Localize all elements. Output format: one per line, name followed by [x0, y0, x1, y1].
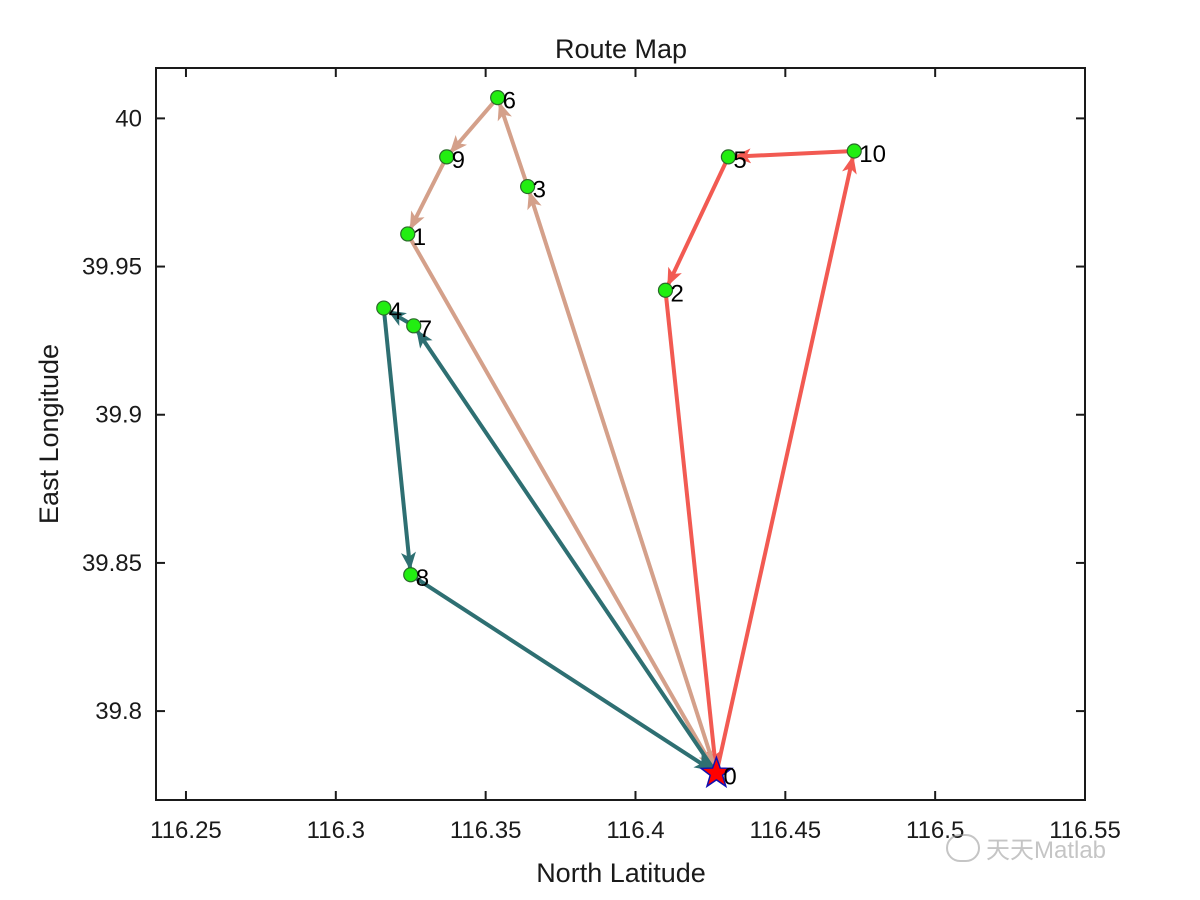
x-tick-label: 116.55 [1049, 817, 1121, 844]
node-label: 4 [389, 298, 402, 325]
customer-node [439, 149, 455, 165]
route-segment [408, 156, 449, 230]
wechat-icon [946, 834, 980, 862]
routes-layer [381, 96, 857, 775]
y-tick-label: 39.8 [95, 698, 142, 725]
customer-node [403, 567, 419, 583]
customer-node [846, 143, 862, 159]
route-segment [409, 573, 713, 772]
node-label: 10 [859, 141, 886, 168]
customer-node [376, 300, 392, 316]
y-axis-title: East Longitude [34, 344, 64, 524]
route-segment [663, 290, 722, 769]
node-label: 2 [670, 280, 683, 307]
x-tick-label: 116.35 [450, 817, 522, 844]
node-label: 3 [533, 177, 546, 204]
nodes-layer: 1 2 3 4 5 6 7 8 9 10 0 [376, 88, 886, 790]
node-label: 8 [416, 565, 429, 592]
route-segment [527, 190, 719, 774]
customer-node [400, 226, 416, 242]
customer-node [519, 178, 536, 195]
route-segment [449, 96, 500, 154]
x-tick-label: 116.25 [150, 817, 222, 844]
y-tick-label: 40 [115, 105, 142, 132]
customer-node [406, 318, 422, 334]
route-segment [381, 307, 416, 571]
customer-node [657, 282, 674, 298]
route-segment [405, 232, 716, 770]
node-label: 1 [413, 224, 426, 251]
depot-label: 0 [723, 763, 736, 790]
customer-node [490, 90, 506, 106]
y-tick-label: 39.95 [82, 254, 142, 281]
node-label: 6 [503, 88, 516, 115]
route-segment [732, 148, 855, 164]
watermark-text: 天天Matlab [986, 837, 1107, 864]
watermark: 天天Matlab [946, 830, 1106, 865]
y-tick-label: 39.9 [95, 402, 142, 429]
node-label: 5 [733, 147, 746, 174]
x-axis-title: North Latitude [536, 858, 706, 888]
x-tick-label: 116.3 [307, 817, 365, 844]
x-tick-label: 116.4 [606, 817, 664, 844]
route-segment [497, 101, 530, 188]
customer-node [720, 149, 736, 165]
route-segment [666, 156, 731, 287]
node-label: 7 [419, 316, 432, 343]
plot-frame [155, 67, 1086, 801]
route-segment [415, 329, 719, 775]
route-segment [714, 155, 857, 774]
chart-title: Route Map [555, 34, 687, 64]
y-tick-label: 39.85 [82, 550, 142, 577]
x-tick-label: 116.45 [750, 817, 822, 844]
ticks-layer: 116.25 116.3 116.35 116.4 116.45 116.5 116.553… [82, 68, 1121, 844]
depot-star [699, 755, 734, 789]
node-label: 9 [452, 147, 465, 174]
